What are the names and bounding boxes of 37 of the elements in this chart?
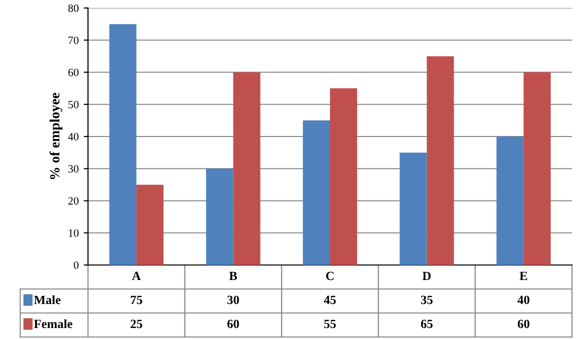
bar bbox=[400, 152, 427, 265]
data-label: 30 bbox=[227, 296, 239, 304]
data-label: 60 bbox=[227, 320, 239, 328]
y-tick-label: 30 bbox=[68, 165, 79, 173]
y-tick-label: 40 bbox=[68, 132, 79, 140]
x-tick-label: D bbox=[422, 272, 431, 280]
data-label: 60 bbox=[518, 320, 530, 328]
bar bbox=[109, 24, 136, 265]
data-label: 40 bbox=[518, 296, 530, 304]
y-tick-label: 0 bbox=[74, 261, 79, 269]
data-label: 45 bbox=[324, 296, 336, 304]
y-tick-label: 50 bbox=[68, 100, 79, 108]
legend-label: Female bbox=[34, 319, 72, 328]
bar bbox=[136, 184, 164, 265]
x-tick-label: A bbox=[132, 272, 141, 280]
data-label: 35 bbox=[421, 296, 433, 304]
data-label: 55 bbox=[324, 320, 336, 328]
bar bbox=[426, 56, 454, 265]
bar bbox=[302, 120, 330, 265]
bar bbox=[206, 168, 234, 265]
y-tick-label: 80 bbox=[68, 4, 79, 12]
legend-label: Male bbox=[34, 295, 61, 304]
y-tick-label: 60 bbox=[68, 68, 79, 76]
x-tick-label: B bbox=[229, 272, 238, 280]
y-axis-title: % of employee bbox=[50, 92, 62, 180]
data-label: 25 bbox=[130, 320, 142, 328]
data-label: 75 bbox=[130, 296, 142, 304]
x-tick-label: C bbox=[326, 272, 334, 280]
bar bbox=[233, 72, 260, 265]
bar bbox=[524, 72, 551, 265]
bar bbox=[330, 88, 358, 265]
bar bbox=[496, 136, 524, 265]
data-label: 65 bbox=[420, 320, 433, 328]
y-tick-label: 20 bbox=[68, 197, 79, 205]
y-tick-label: 70 bbox=[68, 36, 79, 44]
x-tick-label: E bbox=[520, 272, 528, 280]
y-tick-label: 10 bbox=[68, 229, 79, 237]
